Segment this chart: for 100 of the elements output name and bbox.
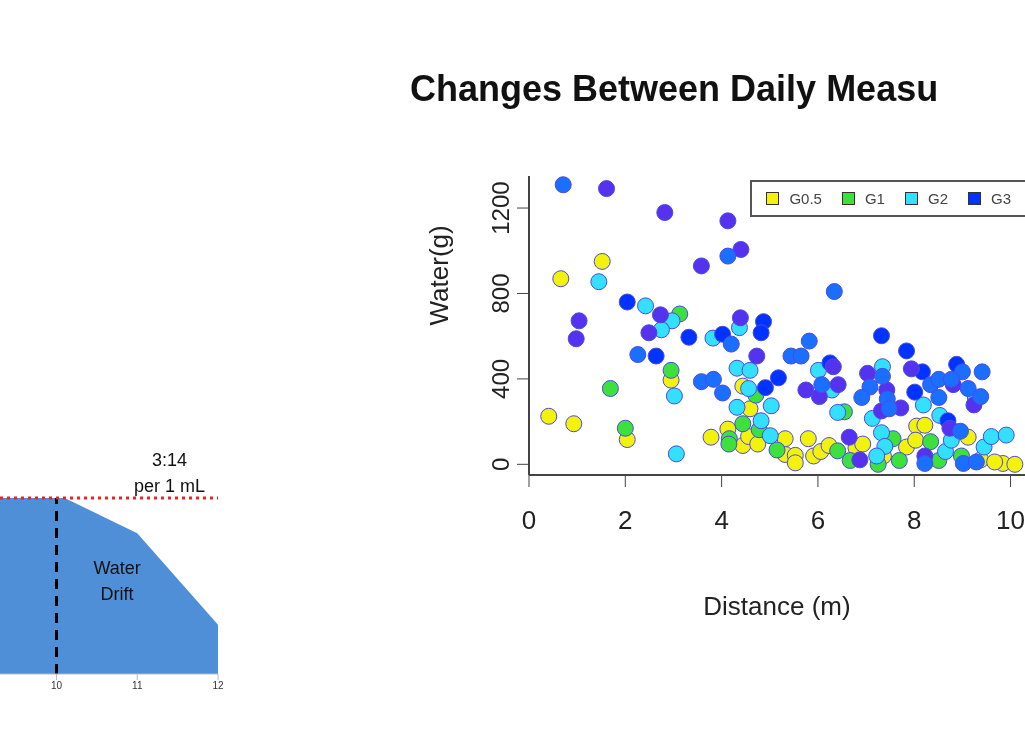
point bbox=[914, 396, 932, 414]
x-tick-label: 10 bbox=[50, 680, 63, 692]
point bbox=[714, 384, 732, 402]
point bbox=[756, 379, 774, 397]
point bbox=[799, 430, 817, 448]
point bbox=[1006, 455, 1024, 473]
point bbox=[851, 451, 869, 469]
x-tick-label: 8 bbox=[907, 505, 922, 536]
point bbox=[916, 454, 934, 472]
point bbox=[629, 346, 647, 364]
point bbox=[906, 383, 924, 401]
point bbox=[967, 453, 985, 471]
point bbox=[647, 347, 665, 365]
point bbox=[922, 433, 940, 451]
point bbox=[567, 330, 585, 348]
point bbox=[853, 388, 871, 406]
point bbox=[951, 422, 969, 440]
y-tick-label: 800 bbox=[487, 273, 514, 314]
y-axis-title: Water(g) bbox=[424, 225, 455, 326]
point bbox=[662, 361, 680, 379]
point bbox=[868, 447, 886, 465]
point bbox=[916, 416, 934, 434]
y-tick-label: 400 bbox=[487, 358, 514, 399]
text: 3:14 per 1 mL bbox=[133, 449, 207, 499]
point bbox=[722, 335, 740, 353]
point bbox=[734, 415, 752, 433]
point bbox=[825, 283, 843, 301]
point bbox=[829, 403, 847, 421]
point bbox=[907, 431, 925, 449]
point bbox=[554, 176, 572, 194]
x-tick-label: 12 bbox=[212, 680, 224, 692]
y-tick-label: 1200 bbox=[487, 181, 514, 235]
point bbox=[680, 328, 698, 346]
point bbox=[761, 427, 779, 445]
x-axis-title: Distance (m) bbox=[703, 591, 851, 621]
point bbox=[752, 324, 770, 342]
point bbox=[813, 376, 831, 394]
point bbox=[824, 358, 842, 376]
legend-label: G3 bbox=[990, 190, 1011, 207]
point bbox=[854, 435, 872, 453]
point bbox=[719, 212, 737, 230]
point bbox=[930, 388, 948, 406]
point bbox=[740, 380, 758, 397]
point bbox=[829, 376, 847, 394]
x-tick-label: 11 bbox=[132, 680, 143, 692]
legend-label: G0.5 bbox=[789, 190, 822, 207]
point bbox=[601, 380, 619, 397]
point bbox=[786, 454, 804, 472]
point bbox=[959, 380, 977, 397]
point bbox=[752, 412, 770, 430]
point bbox=[880, 400, 898, 418]
annotation: Water Drift bbox=[92, 556, 142, 606]
point bbox=[616, 419, 634, 437]
x-tick-label: 0 bbox=[521, 505, 537, 536]
point bbox=[829, 442, 847, 460]
point bbox=[762, 397, 780, 415]
point bbox=[873, 424, 890, 442]
legend-label: G2 bbox=[927, 190, 948, 207]
point bbox=[731, 309, 749, 327]
point bbox=[748, 347, 766, 365]
point bbox=[840, 428, 858, 446]
point bbox=[973, 363, 991, 381]
point bbox=[692, 257, 710, 275]
point bbox=[702, 428, 720, 446]
point bbox=[986, 453, 1004, 471]
point bbox=[728, 398, 746, 416]
x-tick-label: 6 bbox=[810, 505, 826, 536]
chart-title: Changes Between Daily Measu bbox=[410, 68, 939, 110]
y-tick-label: 0 bbox=[487, 457, 514, 471]
point bbox=[570, 312, 588, 330]
point bbox=[898, 342, 916, 360]
point bbox=[540, 407, 558, 425]
point bbox=[637, 297, 655, 315]
point bbox=[565, 415, 583, 433]
point bbox=[741, 361, 759, 379]
legend-label: G1 bbox=[864, 190, 885, 207]
point bbox=[598, 180, 616, 198]
point bbox=[651, 306, 669, 324]
point bbox=[873, 327, 890, 345]
point bbox=[890, 451, 908, 469]
point bbox=[665, 387, 683, 405]
point bbox=[942, 370, 960, 388]
point bbox=[997, 426, 1015, 444]
point bbox=[972, 388, 990, 406]
point bbox=[982, 428, 1000, 446]
point bbox=[768, 441, 786, 459]
x-tick-label: 2 bbox=[618, 505, 633, 536]
point bbox=[552, 270, 570, 288]
point bbox=[618, 293, 636, 311]
point bbox=[667, 445, 685, 463]
point bbox=[792, 347, 810, 365]
point bbox=[704, 370, 722, 388]
point bbox=[800, 332, 818, 350]
point bbox=[640, 324, 658, 342]
point bbox=[769, 369, 787, 387]
point bbox=[590, 273, 608, 291]
point bbox=[593, 252, 611, 270]
point bbox=[732, 240, 750, 258]
point bbox=[719, 247, 737, 265]
x-tick-label: 4 bbox=[714, 505, 729, 536]
